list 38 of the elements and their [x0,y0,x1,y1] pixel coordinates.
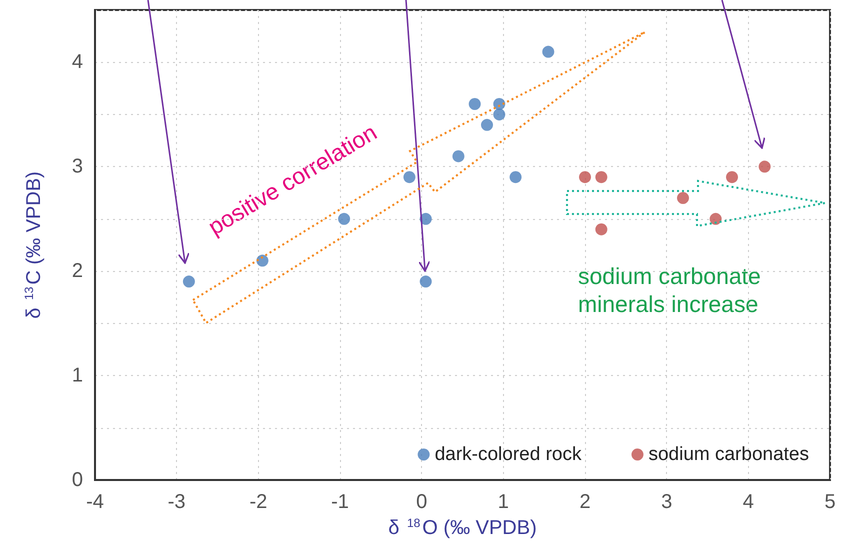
point [726,171,738,184]
point [493,108,506,120]
point [256,254,268,267]
annotation: sodium carbonate minerals increase [578,263,761,317]
point [542,46,554,58]
y-tick-label: 1 [72,364,83,387]
x-tick-label: 5 [824,491,836,513]
point [493,98,506,110]
y-tick-label: 2 [72,260,83,282]
point [420,276,432,288]
x-tick-label: -4 [86,491,104,513]
point [510,171,522,184]
point [710,212,722,225]
point [468,98,481,110]
legend-label: dark-colored rock [434,444,582,465]
x-tick-label: 0 [416,491,428,513]
y-tick-label: 3 [72,156,83,178]
y-tick-label: 4 [72,51,83,74]
x-tick-label: -2 [249,491,268,513]
x-tick-label: 2 [579,491,591,513]
legend-label: sodium carbonates [648,444,810,465]
point [182,276,195,288]
x-tick-label: 4 [742,491,754,513]
point [338,212,350,225]
point [452,150,464,162]
point [758,160,771,173]
x-tick-label: 3 [661,491,672,513]
x-tick-label: -3 [168,491,186,513]
point [403,171,416,184]
point [595,171,608,184]
x-tick-label: -1 [331,491,349,513]
y-tick-label: 0 [72,469,83,491]
point [481,118,493,131]
x-tick-label: 1 [498,491,509,513]
y-axis-title: δ 13C (‰ VPDB) [22,171,45,319]
point [677,192,689,204]
point [595,223,608,236]
point [579,171,591,184]
